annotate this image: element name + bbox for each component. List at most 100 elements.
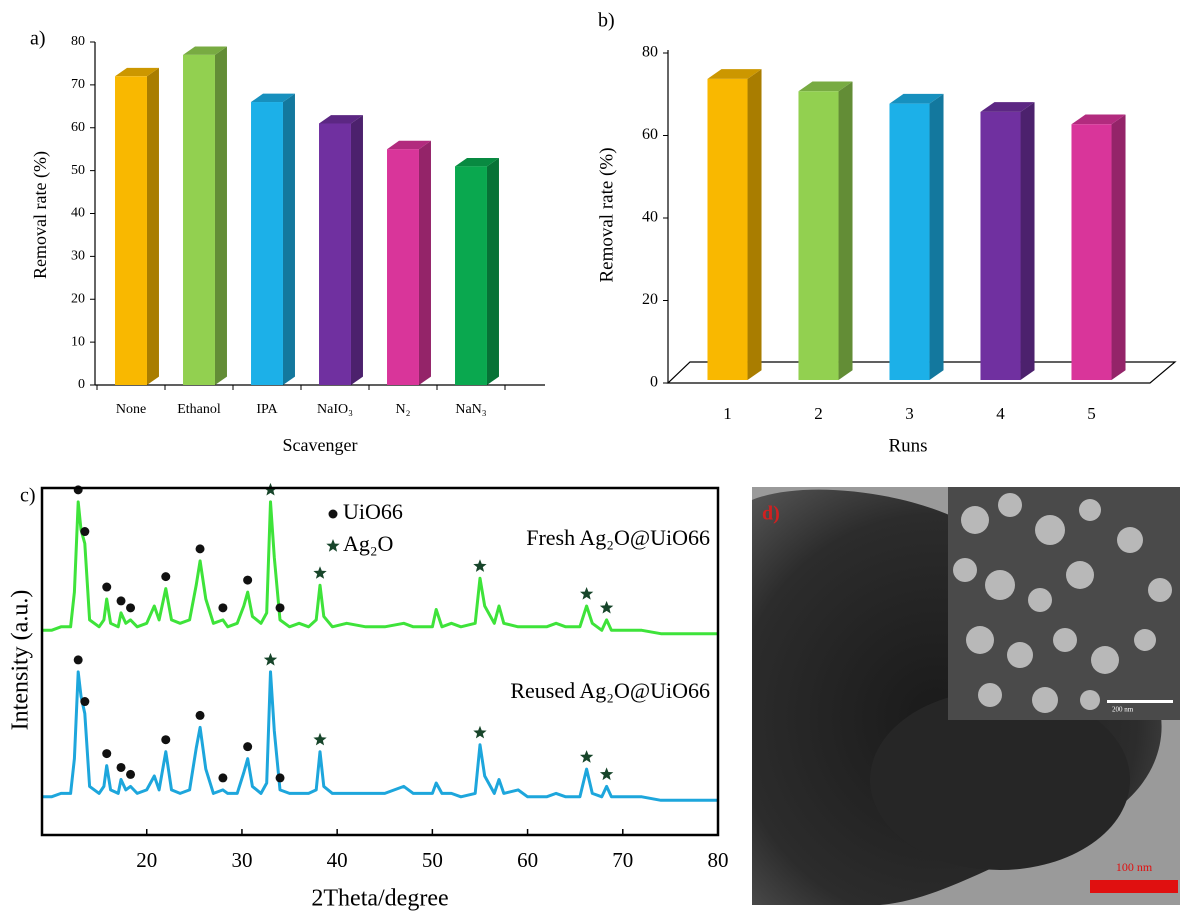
star-marker — [599, 600, 614, 614]
bar — [798, 91, 839, 380]
x-tick-label: 5 — [1087, 404, 1096, 423]
star-marker — [599, 767, 614, 781]
bar-side — [350, 115, 363, 385]
inset-scale-bar — [1107, 700, 1173, 703]
plot-frame — [40, 486, 720, 837]
bar-top — [387, 140, 431, 150]
y-tick-label: 20 — [71, 291, 85, 306]
x-tick-label: 1 — [723, 404, 732, 423]
y-axis-label: Intensity (a.u.) — [8, 590, 34, 731]
bar-side — [929, 93, 944, 380]
x-tick-label: 30 — [231, 848, 252, 872]
circle-marker — [218, 603, 228, 613]
bar-top — [707, 69, 762, 79]
bar — [980, 111, 1021, 380]
x-tick-label: 2 — [814, 404, 823, 423]
bar-top — [798, 81, 853, 92]
circle-marker — [80, 697, 90, 707]
bar — [889, 103, 930, 380]
circle-marker — [102, 582, 112, 592]
star-marker — [326, 539, 340, 552]
y-tick-label: 80 — [642, 44, 658, 61]
y-tick-label: 20 — [642, 291, 658, 308]
circle-marker — [243, 742, 253, 752]
y-axis-label: Removal rate (%) — [596, 147, 617, 282]
x-tick-label: 60 — [517, 848, 538, 872]
circle-marker — [275, 603, 285, 613]
bar-side — [146, 67, 159, 386]
series-line — [42, 500, 718, 636]
circle-marker — [161, 735, 171, 745]
circle-marker — [102, 749, 112, 759]
circle-marker — [73, 655, 83, 665]
y-tick-label: 40 — [71, 206, 85, 221]
micrograph: 200 nm d) 100 nm — [752, 487, 1180, 905]
inset-scale-label: 200 nm — [1112, 706, 1134, 714]
bar-side — [1020, 102, 1035, 380]
series-line — [42, 670, 718, 802]
star-marker — [313, 732, 327, 746]
bar-top — [251, 93, 295, 103]
x-axis-label: 2Theta/degree — [311, 886, 448, 912]
circle-marker — [328, 509, 338, 519]
legend-label: UiO66 — [343, 499, 403, 524]
legend-label: Ag₂O — [343, 531, 393, 556]
x-tick-label: 50 — [422, 848, 443, 872]
star-marker — [263, 652, 278, 666]
bar-top — [1071, 114, 1126, 125]
circle-marker — [73, 485, 83, 495]
circle-marker — [116, 762, 126, 772]
star-marker — [313, 566, 327, 579]
x-tick-label: NaN₃ — [455, 402, 486, 417]
bar-side — [747, 69, 762, 380]
bar — [319, 123, 351, 386]
y-tick-label: 0 — [78, 377, 85, 392]
bar-top — [183, 46, 227, 55]
circle-marker — [195, 710, 205, 720]
bar-side — [282, 93, 295, 385]
x-axis-label: Runs — [888, 435, 927, 456]
y-tick-label: 80 — [71, 34, 85, 49]
x-tick-label: 80 — [708, 848, 729, 872]
circle-marker — [161, 572, 171, 582]
particle — [870, 690, 1130, 870]
panel-label: d) — [762, 503, 780, 525]
scale-label: 100 nm — [1116, 860, 1153, 874]
x-tick-label: None — [116, 402, 146, 417]
bar — [1071, 124, 1112, 380]
circle-marker — [195, 544, 205, 554]
x-tick-label: IPA — [256, 402, 278, 417]
y-tick-label: 70 — [71, 77, 85, 92]
circle-marker — [275, 773, 285, 783]
y-axis-label: Removal rate (%) — [30, 151, 51, 279]
y-tick-label: 40 — [642, 209, 658, 226]
y-tick-label: 60 — [71, 120, 85, 135]
y-tick-label: 10 — [71, 334, 85, 349]
y-tick-label: 50 — [71, 163, 85, 178]
bar — [707, 78, 748, 380]
x-tick-label: 3 — [905, 404, 914, 423]
series-label: Reused Ag₂O@UiO66 — [510, 678, 710, 703]
circle-marker — [243, 575, 253, 585]
x-tick-label: Ethanol — [177, 402, 221, 417]
floor — [666, 361, 1177, 384]
bar — [251, 102, 283, 386]
star-marker — [473, 559, 487, 572]
y-tick-label: 0 — [650, 374, 658, 391]
x-tick-label: N₂ — [396, 402, 411, 417]
circle-marker — [80, 527, 90, 537]
y-tick-label: 60 — [642, 126, 658, 143]
x-tick-label: 40 — [327, 848, 348, 872]
bar — [183, 54, 215, 386]
bar — [115, 76, 147, 386]
star-marker — [580, 587, 594, 600]
x-tick-label: 20 — [136, 848, 157, 872]
star-marker — [580, 750, 594, 763]
x-tick-label: 70 — [612, 848, 633, 872]
bar-side — [838, 81, 853, 380]
bar — [387, 149, 419, 385]
scale-bar — [1090, 880, 1178, 893]
bar-side — [486, 157, 499, 385]
bar — [455, 166, 487, 385]
